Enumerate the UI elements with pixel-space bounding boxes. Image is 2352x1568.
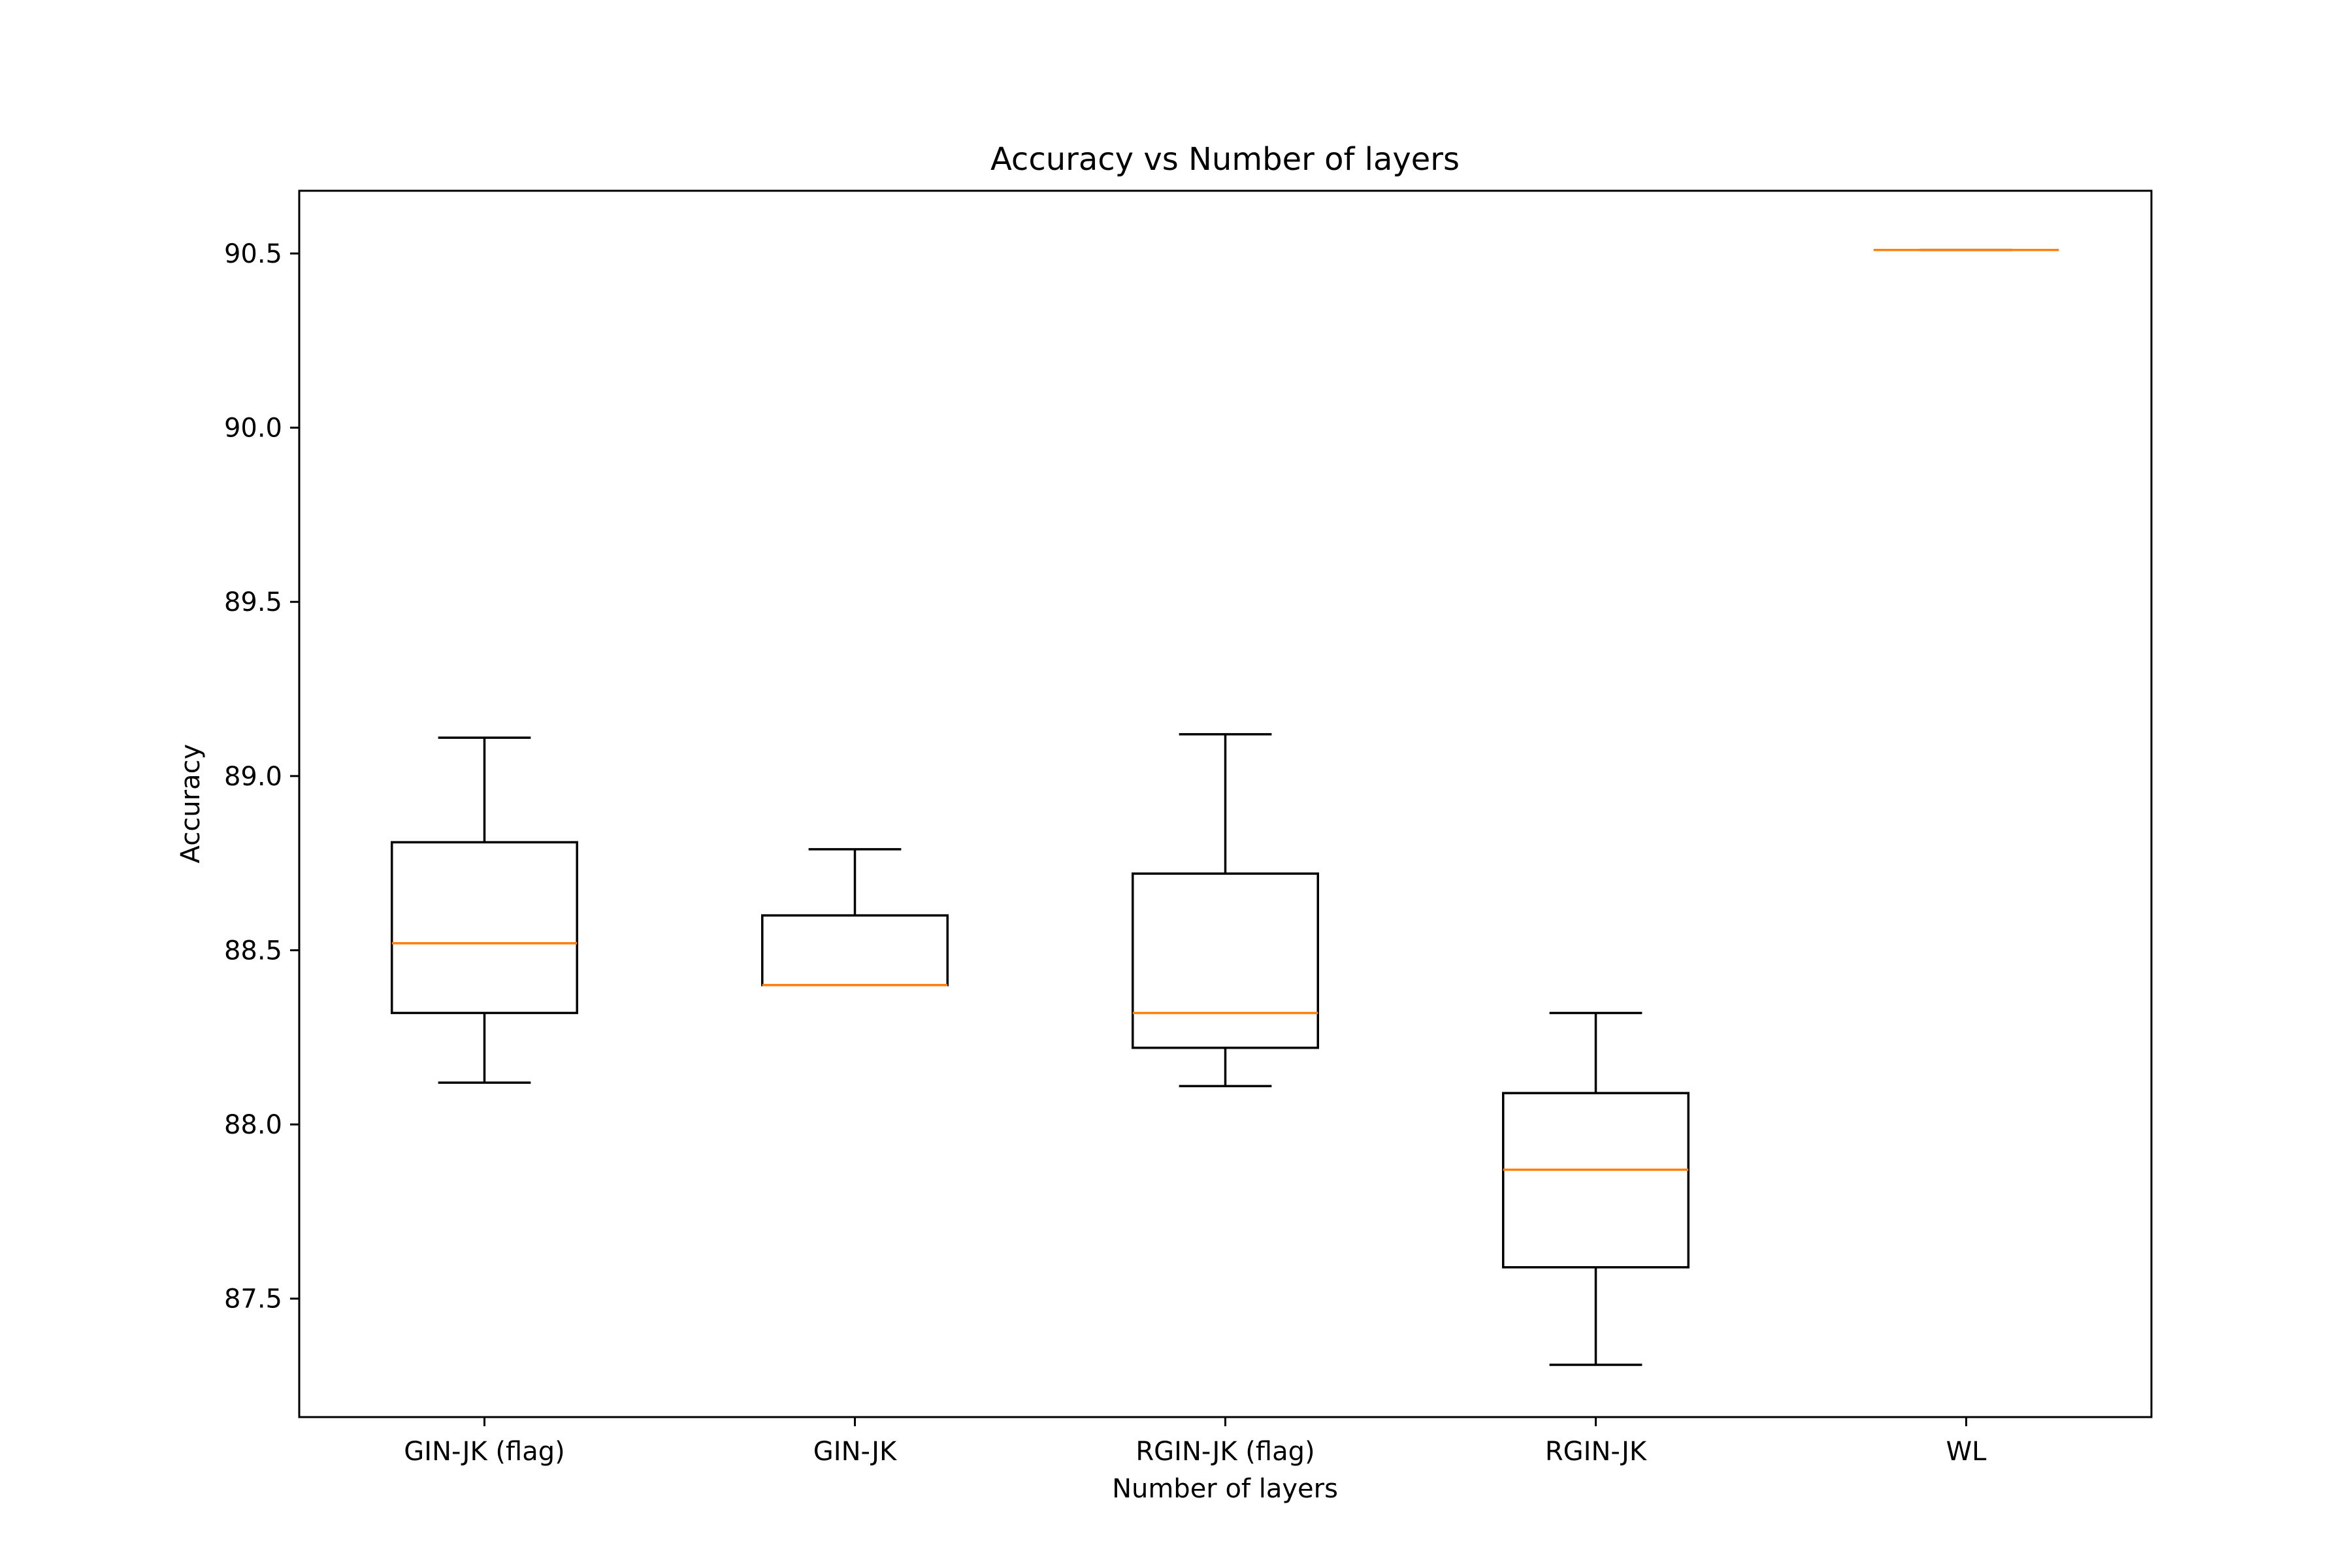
y-tick-label: 88.0 bbox=[224, 1110, 282, 1140]
y-tick-label: 89.5 bbox=[224, 587, 282, 617]
x-tick-label: RGIN-JK (flag) bbox=[1135, 1437, 1315, 1467]
x-axis-label: Number of layers bbox=[1112, 1474, 1338, 1504]
y-tick-label: 90.0 bbox=[224, 414, 282, 444]
x-tick-label: GIN-JK bbox=[813, 1437, 898, 1467]
axes-frame bbox=[298, 189, 2153, 1418]
y-tick-label: 87.5 bbox=[224, 1284, 282, 1315]
x-tick-label: GIN-JK (flag) bbox=[404, 1437, 564, 1467]
y-tick-label: 88.5 bbox=[224, 936, 282, 966]
plot-area: 87.5 88.0 88.5 89.0 89.5 90.0 90.5 GIN-JK (flag… bbox=[224, 239, 2059, 1467]
y-tick-label: 89.0 bbox=[224, 762, 282, 792]
x-tick-label: RGIN-JK bbox=[1545, 1437, 1648, 1467]
chart-title: Accuracy vs Number of layers bbox=[990, 141, 1460, 178]
y-tick-label: 90.5 bbox=[224, 239, 282, 269]
x-tick-label: WL bbox=[1946, 1437, 1987, 1467]
y-axis-label: Accuracy bbox=[176, 744, 206, 864]
